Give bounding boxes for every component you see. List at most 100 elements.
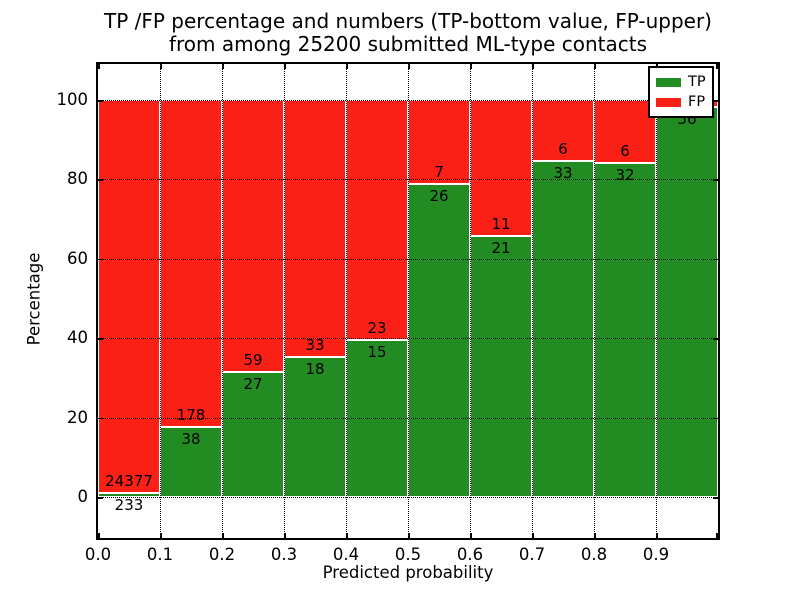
- x-tick-mark: [656, 533, 658, 538]
- y-tick-mark: [713, 179, 718, 181]
- bar-tp-segment: [98, 493, 160, 497]
- bar-fp-segment: [98, 100, 160, 494]
- v-gridline: [532, 64, 533, 538]
- v-gridline: [470, 64, 471, 538]
- y-tick-mark: [98, 497, 103, 499]
- plot-area: 24377 233 178 38 59 27 33 18 23 15 7 26 11 21 6 33 6 32 56: [96, 62, 720, 540]
- legend-fp-swatch: [656, 97, 681, 107]
- x-tick-label: 0.7: [518, 545, 546, 564]
- bar-tp-segment: [346, 340, 408, 497]
- x-tick-mark: [98, 533, 100, 538]
- bar-fp-segment: [594, 100, 656, 163]
- legend: TP FP: [648, 66, 714, 118]
- legend-tp-swatch: [656, 77, 681, 87]
- bar-fp-segment: [346, 100, 408, 341]
- fp-count-label: 11: [491, 215, 511, 234]
- x-tick-label: 0.0: [84, 545, 112, 564]
- chart-title: TP /FP percentage and numbers (TP-bottom…: [96, 10, 720, 56]
- tp-count-label: 18: [305, 359, 325, 378]
- tp-count-label: 15: [367, 343, 387, 362]
- legend-entry-tp: TP: [656, 72, 706, 92]
- y-tick-mark: [98, 338, 103, 340]
- chart-title-line1: TP /FP percentage and numbers (TP-bottom…: [104, 9, 712, 33]
- fp-count-label: 24377: [105, 472, 153, 491]
- x-tick-label: 0.8: [580, 545, 608, 564]
- x-tick-mark: [532, 64, 534, 69]
- bar-fp-segment: [470, 100, 532, 237]
- v-gridline: [222, 64, 223, 538]
- x-tick-mark: [346, 533, 348, 538]
- x-tick-label: 0.1: [146, 545, 174, 564]
- y-tick-label: 40: [67, 328, 88, 348]
- x-tick-mark: [594, 533, 596, 538]
- x-tick-mark: [716, 533, 718, 538]
- y-tick-mark: [98, 258, 103, 261]
- y-tick-mark: [98, 417, 103, 420]
- x-tick-mark: [284, 64, 286, 69]
- tp-count-label: 33: [553, 164, 573, 183]
- x-tick-mark: [160, 533, 162, 538]
- v-gridline: [346, 64, 347, 538]
- y-tick-label: 100: [56, 90, 89, 109]
- fp-count-label: 23: [367, 319, 387, 338]
- bar-tp-segment: [532, 161, 594, 497]
- bar-fp-segment: [160, 100, 222, 428]
- fp-count-label: 59: [243, 351, 263, 370]
- x-axis-label: Predicted probability: [322, 563, 494, 582]
- y-tick-label: 20: [67, 407, 88, 427]
- bar-tp-segment: [594, 162, 656, 497]
- bar-tp-segment: [284, 356, 346, 497]
- tp-count-label: 27: [243, 375, 263, 394]
- fp-count-label: 6: [620, 141, 630, 160]
- bar-tp-segment: [656, 107, 718, 497]
- v-gridline: [656, 64, 657, 538]
- x-tick-mark: [346, 64, 348, 69]
- x-tick-mark: [594, 64, 596, 69]
- y-tick-mark: [713, 497, 718, 499]
- y-tick-label: 80: [67, 169, 88, 189]
- chart-title-line2: from among 25200 submitted ML-type conta…: [168, 32, 648, 56]
- fp-count-label: 33: [305, 335, 325, 354]
- y-tick-mark: [713, 417, 718, 420]
- bar-tp-segment: [160, 427, 222, 497]
- legend-fp-label: FP: [688, 94, 706, 110]
- x-tick-mark: [160, 64, 162, 69]
- y-tick-mark: [98, 100, 103, 102]
- tp-count-label: 38: [181, 430, 201, 449]
- y-tick-label: 0: [77, 487, 89, 506]
- bar-tp-segment: [470, 236, 532, 497]
- legend-entry-fp: FP: [656, 92, 706, 112]
- x-tick-mark: [408, 64, 410, 69]
- y-tick-label: 60: [67, 248, 88, 268]
- tp-count-label: 233: [114, 496, 144, 515]
- x-tick-mark: [532, 533, 534, 538]
- x-tick-mark: [470, 533, 472, 538]
- x-tick-label: 0.2: [208, 545, 236, 564]
- tp-count-label: 32: [615, 165, 635, 184]
- v-gridline: [408, 64, 409, 538]
- legend-tp-label: TP: [688, 74, 706, 90]
- y-tick-mark: [98, 179, 103, 181]
- x-tick-label: 0.5: [394, 545, 422, 564]
- bar-fp-segment: [222, 100, 284, 373]
- v-gridline: [284, 64, 285, 538]
- bar-fp-segment: [284, 100, 346, 357]
- v-gridline: [160, 64, 161, 538]
- x-tick-mark: [716, 64, 718, 69]
- y-tick-mark: [713, 100, 718, 102]
- tp-count-label: 21: [491, 239, 511, 258]
- fp-count-label: 6: [558, 140, 568, 159]
- v-gridline: [594, 64, 595, 538]
- x-tick-label: 0.4: [332, 545, 360, 564]
- x-tick-label: 0.3: [270, 545, 298, 564]
- x-tick-mark: [284, 533, 286, 538]
- x-tick-label: 0.9: [642, 545, 670, 564]
- x-tick-mark: [98, 64, 100, 69]
- x-tick-mark: [408, 533, 410, 538]
- fp-count-label: 7: [434, 163, 444, 182]
- x-tick-label: 0.6: [456, 545, 484, 564]
- tp-count-label: 26: [429, 187, 449, 206]
- x-tick-mark: [470, 64, 472, 69]
- fp-count-label: 178: [176, 406, 206, 425]
